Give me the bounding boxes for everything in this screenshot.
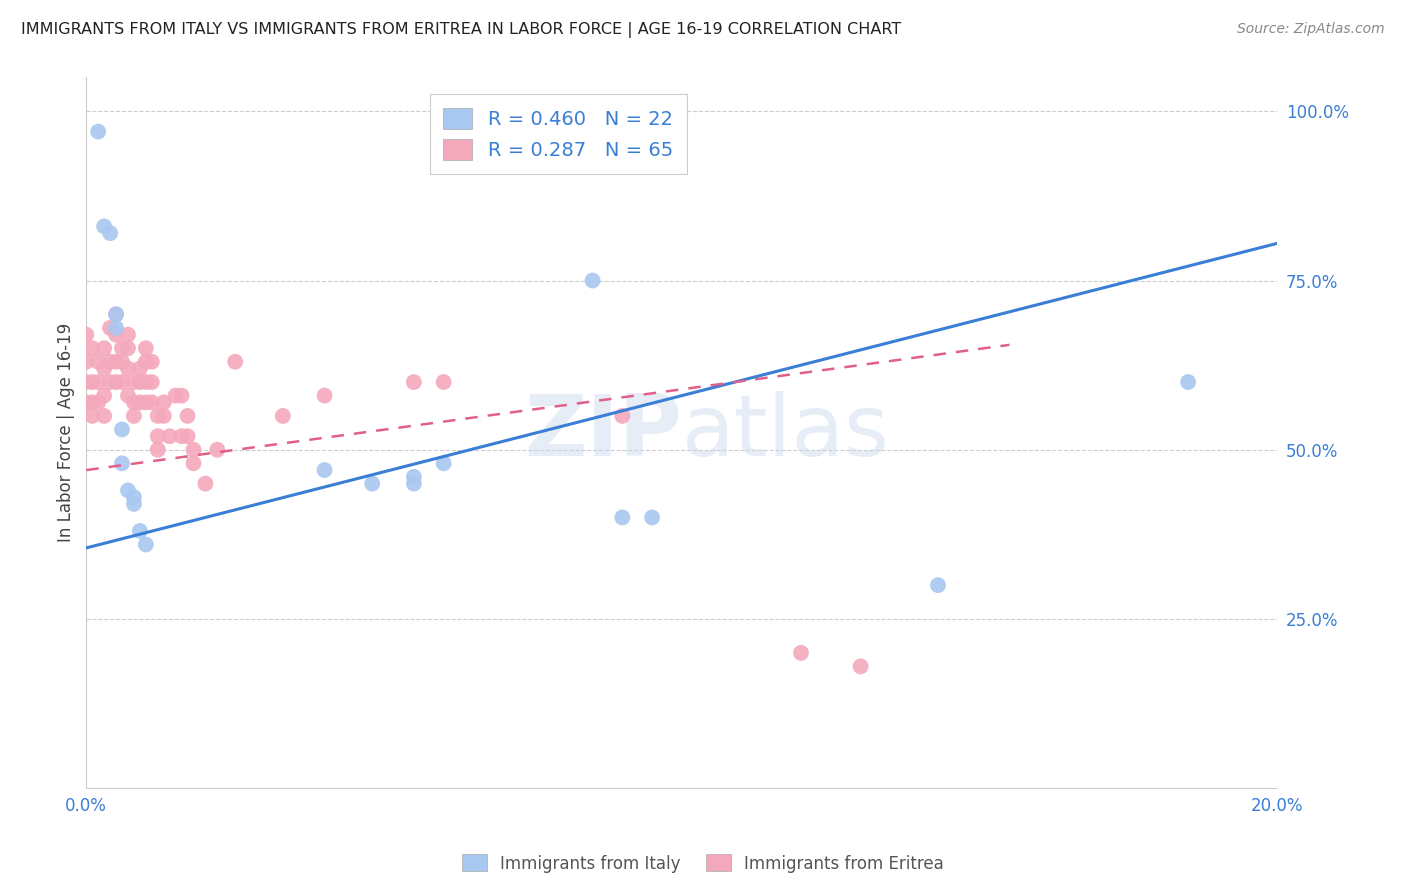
Point (87, 355, 110, 369)
Point (224, 355, 246, 369)
Point (927, 578, 949, 592)
Point (790, 646, 813, 660)
Legend: Immigrants from Italy, Immigrants from Eritrea: Immigrants from Italy, Immigrants from E… (456, 847, 950, 880)
Point (141, 355, 163, 369)
Point (135, 341, 157, 355)
Point (117, 388, 139, 402)
Point (117, 483, 139, 498)
Point (98, 321, 121, 335)
Point (612, 409, 634, 423)
Point (122, 490, 145, 504)
Point (612, 510, 634, 524)
Point (87, 125, 110, 139)
Point (105, 307, 128, 321)
Point (183, 442, 205, 457)
Point (152, 409, 174, 423)
Point (135, 395, 157, 409)
Point (75, 355, 97, 369)
Point (87, 375, 110, 389)
Point (183, 456, 205, 470)
Point (402, 375, 425, 389)
Point (176, 409, 198, 423)
Text: IMMIGRANTS FROM ITALY VS IMMIGRANTS FROM ERITREA IN LABOR FORCE | AGE 16-19 CORR: IMMIGRANTS FROM ITALY VS IMMIGRANTS FROM… (21, 22, 901, 38)
Point (207, 442, 229, 457)
Point (128, 375, 150, 389)
Point (165, 388, 187, 402)
Point (152, 395, 174, 409)
Point (111, 456, 134, 470)
Point (433, 375, 456, 389)
Point (105, 321, 128, 335)
Point (271, 409, 294, 423)
Point (105, 307, 128, 321)
Point (402, 470, 425, 484)
Point (194, 476, 217, 491)
Point (361, 476, 384, 491)
Point (87, 395, 110, 409)
Text: atlas: atlas (682, 392, 890, 475)
Point (111, 341, 134, 355)
Point (581, 273, 603, 287)
Point (170, 388, 193, 402)
Legend: R = 0.460   N = 22, R = 0.287   N = 65: R = 0.460 N = 22, R = 0.287 N = 65 (430, 95, 686, 174)
Point (105, 355, 128, 369)
Point (128, 395, 150, 409)
Point (93, 361, 115, 376)
Point (105, 375, 128, 389)
Point (146, 429, 169, 443)
Point (128, 361, 150, 376)
Point (82, 375, 104, 389)
Point (402, 476, 425, 491)
Point (117, 341, 139, 355)
Point (146, 409, 169, 423)
Point (314, 463, 336, 477)
Point (1177, 375, 1199, 389)
Point (111, 422, 134, 436)
Text: Source: ZipAtlas.com: Source: ZipAtlas.com (1237, 22, 1385, 37)
Point (93, 341, 115, 355)
Point (141, 395, 163, 409)
Point (122, 395, 145, 409)
Point (82, 409, 104, 423)
Point (641, 510, 664, 524)
Point (93, 388, 115, 402)
Point (75, 327, 97, 342)
Point (122, 375, 145, 389)
Point (176, 429, 198, 443)
Point (117, 361, 139, 376)
Point (141, 375, 163, 389)
Point (75, 395, 97, 409)
Point (849, 659, 872, 673)
Point (135, 355, 157, 369)
Point (314, 388, 336, 402)
Point (122, 409, 145, 423)
Point (146, 442, 169, 457)
Point (135, 375, 157, 389)
Point (93, 409, 115, 423)
Point (159, 429, 181, 443)
Point (128, 524, 150, 538)
Text: ZIP: ZIP (524, 392, 682, 475)
Point (170, 429, 193, 443)
Y-axis label: In Labor Force | Age 16-19: In Labor Force | Age 16-19 (58, 323, 75, 542)
Point (135, 537, 157, 551)
Point (111, 375, 134, 389)
Point (98, 355, 121, 369)
Point (82, 395, 104, 409)
Point (433, 456, 456, 470)
Point (93, 219, 115, 234)
Point (105, 327, 128, 342)
Point (117, 327, 139, 342)
Point (75, 375, 97, 389)
Point (98, 226, 121, 240)
Point (111, 355, 134, 369)
Point (98, 375, 121, 389)
Point (122, 497, 145, 511)
Point (82, 341, 104, 355)
